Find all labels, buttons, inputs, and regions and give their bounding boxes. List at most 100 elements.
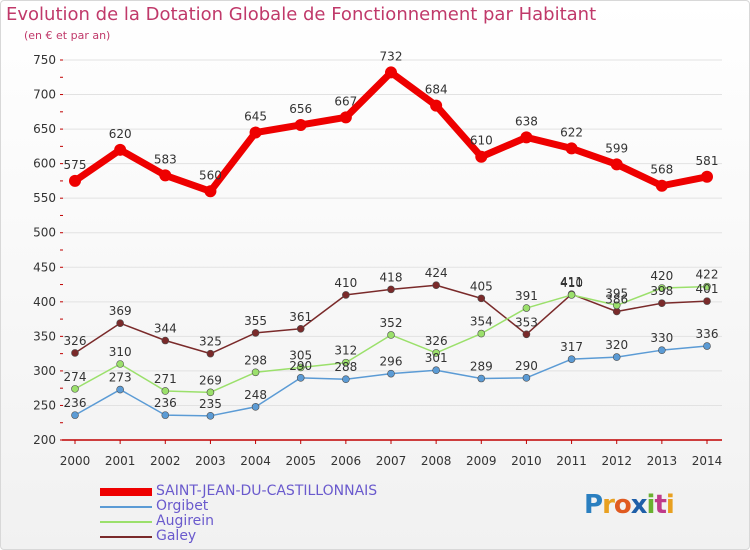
legend-item: Augirein [100,514,520,529]
data-label: 395 [605,286,628,300]
data-point [567,291,576,299]
data-label: 410 [560,276,583,290]
chart-title: Evolution de la Dotation Globale de Fonc… [6,4,597,25]
data-label: 353 [515,315,538,329]
proxiti-logo: Proxiti [584,490,675,520]
data-label: 386 [605,292,628,306]
data-point [612,353,621,361]
x-tick-label: 2012 [601,454,632,468]
data-label: 369 [109,304,132,318]
data-point [342,291,350,299]
data-point [658,346,666,354]
data-label: 684 [425,83,448,97]
y-tick-label: 200 [33,433,56,447]
data-label: 732 [380,49,403,63]
data-label: 326 [64,334,87,348]
data-label: 568 [650,163,673,177]
data-point [658,299,666,308]
data-label: 352 [380,316,403,330]
data-label: 418 [380,270,403,284]
data-point [522,374,531,382]
y-tick-label: 500 [33,226,56,240]
data-point [342,375,350,384]
data-label: 656 [289,102,312,116]
data-point [206,388,215,397]
data-label: 312 [334,344,357,358]
data-label: 560 [199,168,222,182]
data-label: 273 [109,371,132,385]
data-label: 424 [425,266,448,280]
x-tick-label: 2011 [556,454,587,468]
data-label: 638 [515,114,538,128]
data-point [296,324,305,333]
legend-item: SAINT-JEAN-DU-CASTILLONNAIS [100,484,520,499]
data-point [71,411,79,419]
data-point [477,329,486,338]
data-point [251,329,260,337]
data-label: 354 [470,315,493,329]
x-tick-label: 2007 [376,454,407,468]
x-tick-label: 2008 [421,454,452,468]
data-label: 622 [560,125,583,139]
chart-subtitle: (en € et par an) [24,29,111,42]
data-label: 296 [380,355,403,369]
data-label: 401 [696,282,719,296]
data-point [342,358,350,367]
data-label: 581 [696,154,719,168]
data-label: 667 [334,94,357,108]
data-point [251,403,260,411]
data-point [432,281,440,290]
data-label: 320 [605,338,628,352]
y-tick-label: 350 [33,329,56,343]
legend-swatch [100,505,152,508]
data-label: 269 [199,373,222,387]
chart-legend: SAINT-JEAN-DU-CASTILLONNAIS Orgibet Augire… [100,484,520,544]
data-label: 248 [244,388,267,402]
data-label: 305 [289,348,312,362]
data-point [296,374,305,382]
data-label: 301 [425,351,448,365]
data-point [71,349,79,357]
data-point [477,294,486,303]
legend-swatch [100,487,152,496]
data-point [701,170,713,183]
data-point [430,99,443,112]
x-tick-label: 2006 [331,454,362,468]
data-label: 274 [64,370,87,384]
x-tick-label: 2003 [195,454,226,468]
data-point [249,126,262,139]
data-label: 235 [199,397,222,411]
data-point [71,385,79,393]
data-label: 411 [560,275,583,289]
data-label: 326 [425,334,448,348]
data-point [387,285,395,294]
data-point [612,301,621,310]
data-point [475,150,488,163]
data-point [116,360,124,368]
data-point [567,355,576,363]
data-label: 583 [154,152,177,166]
data-label: 330 [650,331,673,345]
data-point [387,331,395,339]
legend-label: Galey [156,528,197,544]
data-point [116,319,124,328]
data-point [294,118,307,131]
data-label: 620 [109,127,132,141]
data-point [655,179,668,192]
data-label: 361 [289,310,312,324]
data-point [339,111,352,124]
data-point [69,174,81,187]
data-point [251,368,260,377]
data-label: 271 [154,372,177,386]
data-point [206,349,215,358]
x-tick-label: 2010 [511,454,542,468]
legend-item: Orgibet [100,499,520,514]
data-point [477,374,486,383]
data-label: 310 [109,345,132,359]
data-label: 610 [470,134,493,148]
data-point [522,330,531,339]
data-label: 290 [515,359,538,373]
data-point [161,336,170,345]
data-label: 575 [64,158,87,172]
data-label: 344 [154,322,177,336]
